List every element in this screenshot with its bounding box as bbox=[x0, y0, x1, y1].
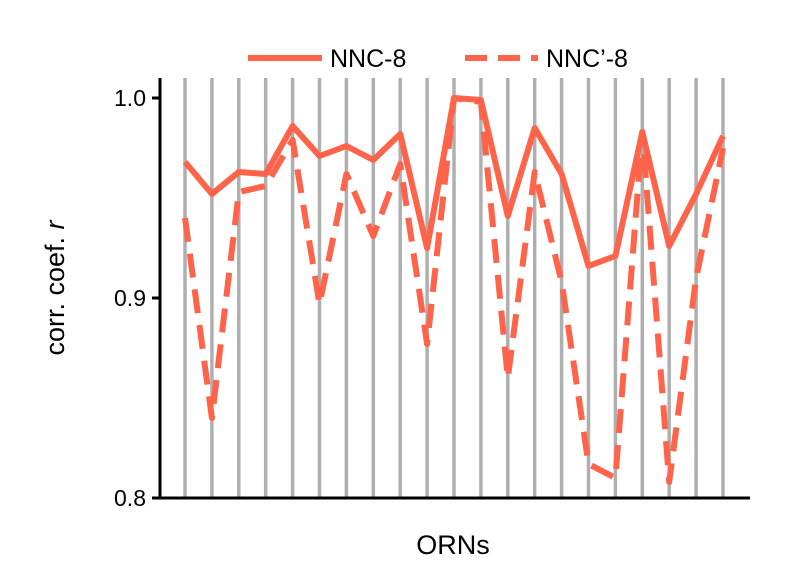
y-axis-label: corr. coef. r bbox=[40, 219, 70, 355]
legend-label-1: NNC-8 bbox=[330, 45, 406, 73]
y-axis-label-prefix: corr. coef. bbox=[40, 229, 70, 355]
y-axis-label-var: r bbox=[40, 219, 70, 229]
y-tick-label: 1.0 bbox=[114, 85, 146, 111]
y-tick-label: 0.8 bbox=[114, 485, 146, 511]
x-axis-label: ORNs bbox=[416, 530, 490, 560]
axes bbox=[158, 78, 750, 500]
y-ticks: 0.8 0.9 1.0 bbox=[114, 85, 160, 511]
legend: NNC-8 NNC’-8 bbox=[248, 45, 628, 73]
legend-label-2: NNC’-8 bbox=[546, 45, 628, 73]
y-tick-label: 0.9 bbox=[114, 285, 146, 311]
series-lines bbox=[182, 95, 726, 485]
grid-lines bbox=[183, 78, 725, 498]
series-line-2 bbox=[182, 95, 726, 485]
